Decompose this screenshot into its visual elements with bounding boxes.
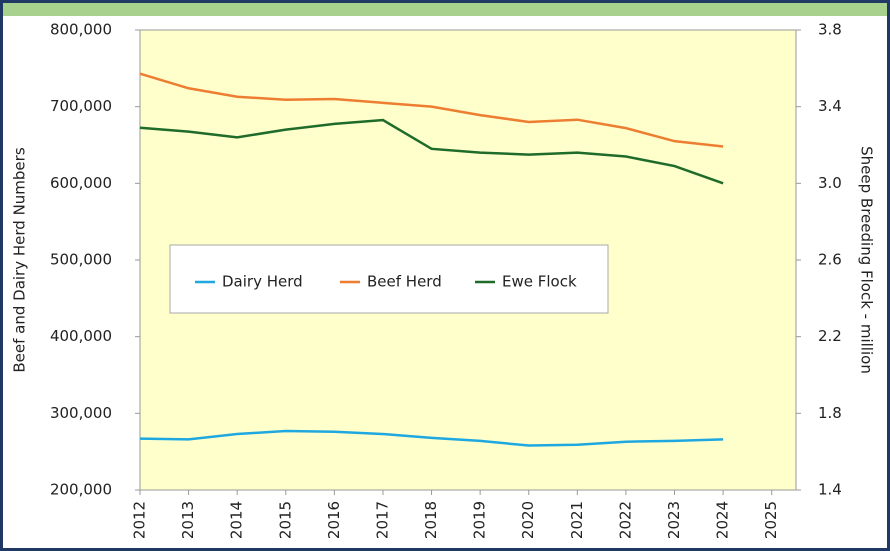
x-tick-label: 2012 bbox=[131, 501, 149, 539]
y2-tick-label: 3.8 bbox=[818, 21, 842, 39]
y-tick-label: 500,000 bbox=[50, 251, 112, 269]
y-tick-label: 200,000 bbox=[50, 481, 112, 499]
x-tick-label: 2022 bbox=[616, 501, 634, 539]
legend-box bbox=[169, 244, 609, 314]
x-tick-label: 2013 bbox=[179, 501, 197, 539]
legend-label: Beef Herd bbox=[367, 273, 442, 291]
y-tick-label: 700,000 bbox=[50, 97, 112, 115]
x-tick-label: 2019 bbox=[471, 501, 489, 539]
series-line bbox=[139, 118, 724, 185]
y-tick-label: 800,000 bbox=[50, 21, 112, 39]
x-tick-label: 2020 bbox=[519, 501, 537, 539]
y-tick-label: 400,000 bbox=[50, 327, 112, 345]
x-tick-label: 2021 bbox=[568, 501, 586, 539]
series-line bbox=[139, 429, 724, 447]
y-axis-title: Beef and Dairy Herd Numbers bbox=[11, 147, 29, 372]
x-tick-label: 2016 bbox=[325, 501, 343, 539]
x-tick-label: 2017 bbox=[373, 501, 391, 539]
y2-tick-label: 1.8 bbox=[818, 404, 842, 422]
x-tick-label: 2025 bbox=[762, 501, 780, 539]
y2-tick-label: 2.2 bbox=[818, 327, 842, 345]
legend-label: Dairy Herd bbox=[222, 273, 303, 291]
y2-tick-label: 3.0 bbox=[818, 174, 842, 192]
y-tick-label: 300,000 bbox=[50, 404, 112, 422]
y-tick-label: 600,000 bbox=[50, 174, 112, 192]
x-tick-label: 2018 bbox=[422, 501, 440, 539]
y2-tick-label: 3.4 bbox=[818, 97, 842, 115]
series-line bbox=[139, 72, 724, 148]
top-band bbox=[0, 0, 890, 16]
y2-axis-title: Sheep Breeding Flock - million bbox=[858, 146, 876, 374]
legend-label: Ewe Flock bbox=[502, 273, 577, 291]
x-tick-label: 2014 bbox=[228, 501, 246, 539]
x-tick-label: 2023 bbox=[665, 501, 683, 539]
y2-tick-label: 2.6 bbox=[818, 251, 842, 269]
x-tick-label: 2024 bbox=[714, 501, 732, 539]
y2-tick-label: 1.4 bbox=[818, 481, 842, 499]
x-tick-label: 2015 bbox=[276, 501, 294, 539]
